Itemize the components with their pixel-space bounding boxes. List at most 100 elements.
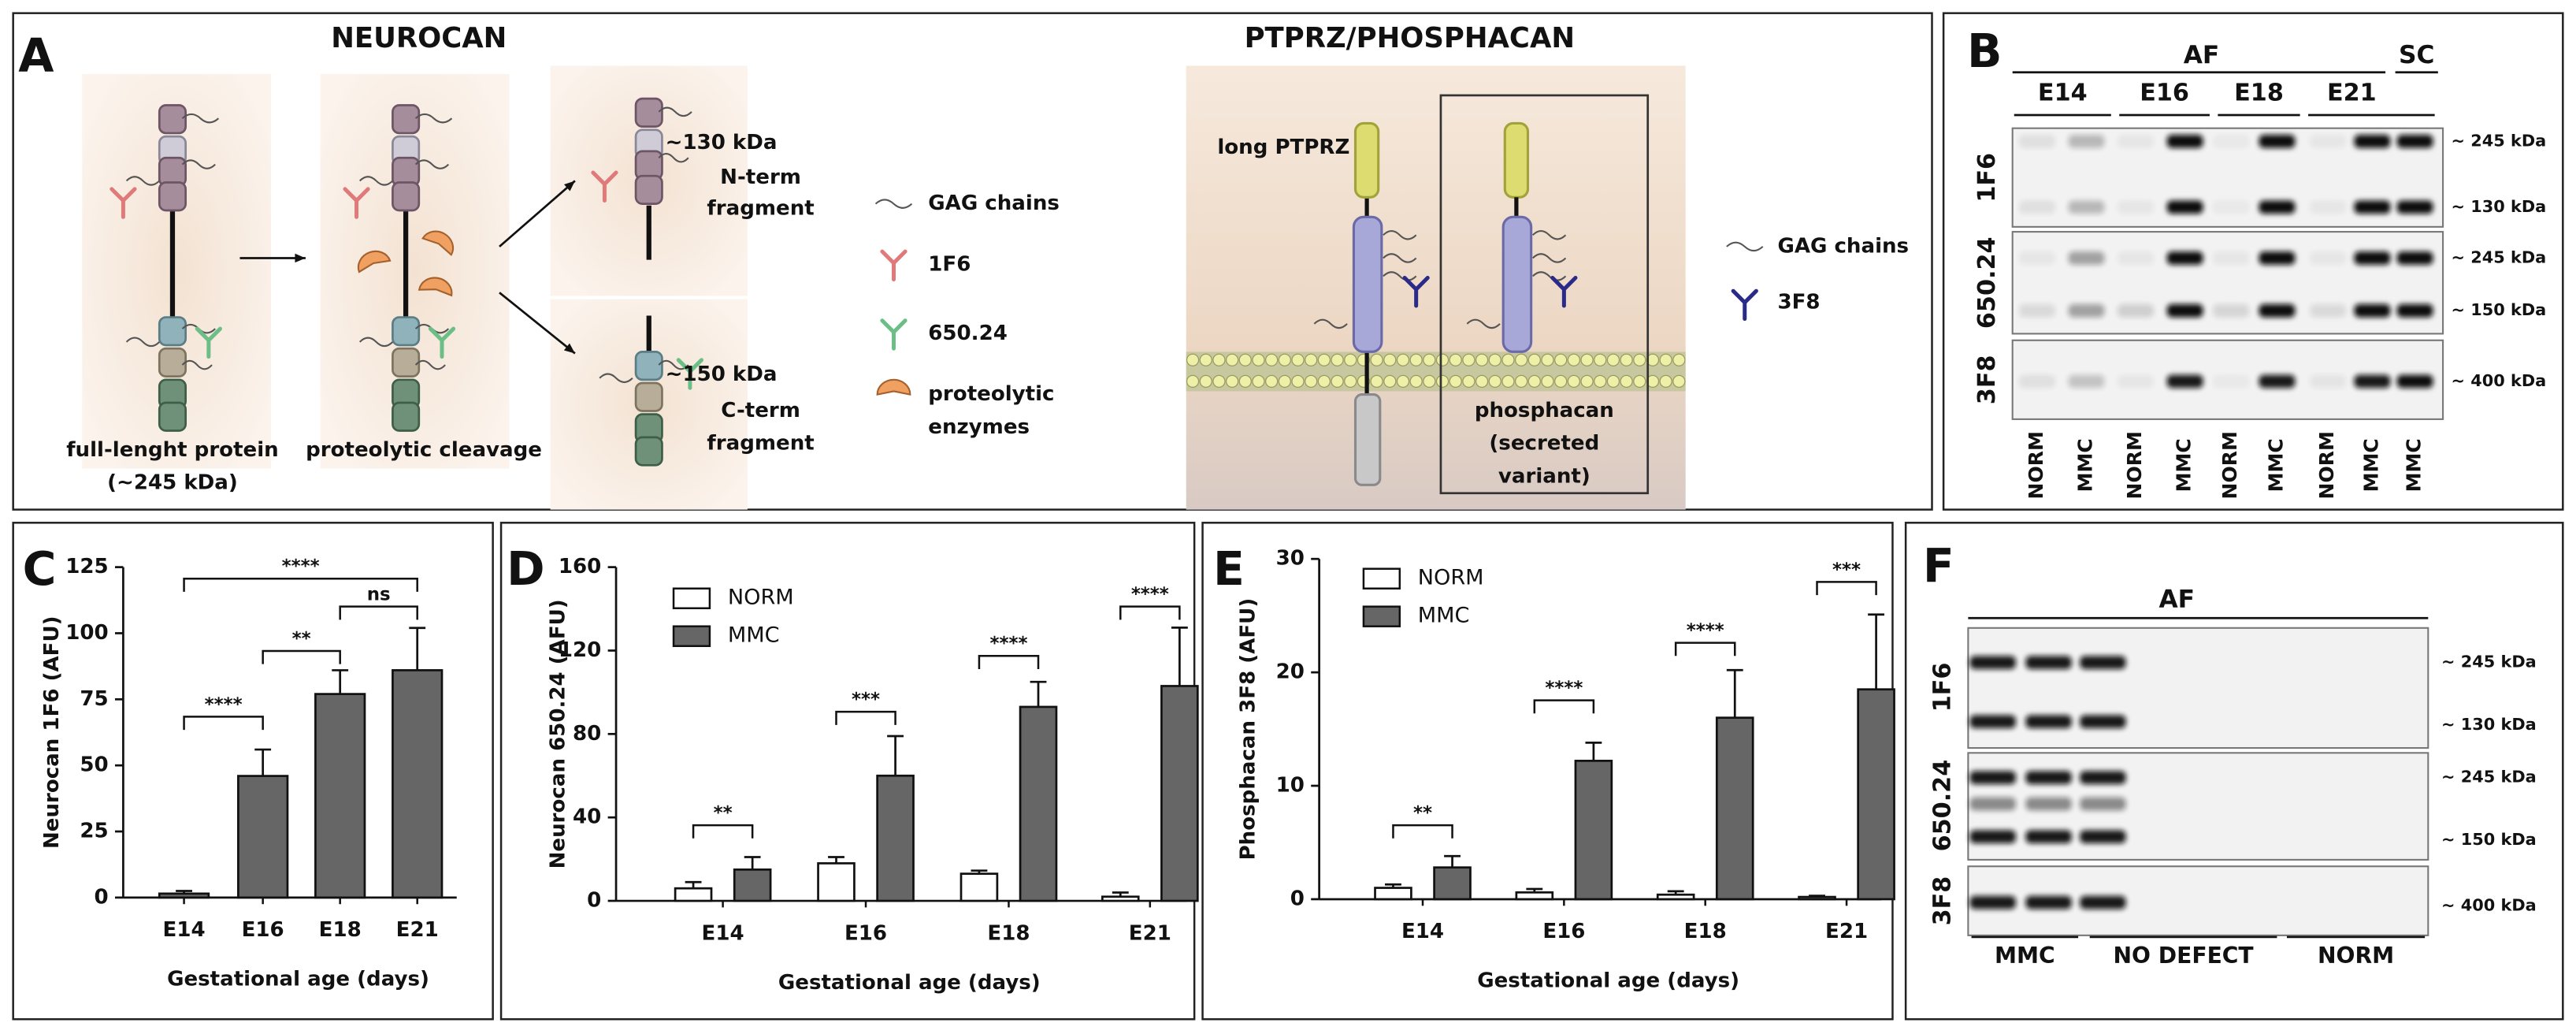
membrane-lipid	[1278, 374, 1291, 389]
membrane-lipid	[1672, 353, 1686, 366]
protein-domain	[1501, 215, 1533, 353]
arrow-head	[563, 343, 575, 354]
label: 3F8	[1973, 355, 2001, 404]
gag-chain	[1383, 271, 1417, 281]
panel-letter: C	[23, 542, 57, 596]
membrane-lipid	[1633, 353, 1646, 366]
legend-swatch	[1362, 605, 1401, 627]
membrane-lipid	[1265, 374, 1279, 389]
membrane-lipid	[1291, 374, 1305, 389]
membrane-lipid	[1620, 374, 1633, 389]
antibody-icon	[591, 170, 618, 203]
band	[2019, 374, 2055, 389]
label: ~150 kDa	[666, 363, 778, 386]
membrane-lipid	[1238, 353, 1252, 366]
membrane-lipid	[1265, 353, 1279, 366]
significance-label: ****	[282, 556, 320, 577]
gag-chain	[414, 159, 450, 169]
membrane-lipid	[1409, 374, 1423, 389]
membrane-lipid	[1541, 353, 1554, 366]
significance-label: ****	[205, 694, 243, 715]
enzyme	[418, 277, 453, 297]
y-tick-label: 40	[573, 805, 601, 829]
label: MMC	[2264, 438, 2287, 492]
band	[2019, 135, 2055, 148]
label: phosphacan	[1475, 399, 1614, 422]
band	[2118, 135, 2155, 148]
membrane-lipid	[1449, 353, 1462, 366]
bar	[1374, 887, 1412, 901]
gag-chain	[874, 199, 913, 209]
band	[2396, 374, 2433, 389]
arrow-head	[295, 253, 306, 263]
background-glow	[1186, 65, 1686, 510]
x-tick-label: E14	[702, 921, 744, 945]
band	[2354, 251, 2391, 265]
protein-domain	[1353, 393, 1382, 486]
membrane-lipid	[1383, 353, 1397, 366]
label: NORM	[2318, 943, 2394, 969]
protein-domain	[392, 347, 421, 378]
x-axis-label: Gestational age (days)	[1477, 969, 1739, 993]
band	[2166, 303, 2203, 318]
label: 650.24	[1929, 760, 1957, 852]
protein-domain	[1353, 121, 1380, 199]
membrane-lipid	[1462, 374, 1475, 389]
band	[2310, 135, 2347, 148]
y-axis-label: Phosphacan 3F8 (AFU)	[1236, 598, 1260, 861]
y-tick-label: 0	[95, 885, 109, 909]
band	[2019, 303, 2055, 318]
bar	[1101, 895, 1140, 902]
label: MMC	[2359, 438, 2382, 492]
membrane-lipid	[1567, 374, 1581, 389]
band	[1969, 771, 2016, 784]
membrane-lipid	[1475, 353, 1489, 366]
gag-chain	[414, 113, 453, 124]
membrane-lipid	[1238, 374, 1252, 389]
band	[2068, 251, 2105, 265]
label: ~ 400 kDa	[2452, 371, 2547, 390]
gag-chain	[358, 176, 394, 186]
membrane-lipid	[1225, 353, 1239, 366]
legend-swatch	[672, 625, 711, 647]
band	[2354, 374, 2391, 389]
y-tick-label: 20	[1276, 660, 1305, 684]
protein-domain	[158, 347, 187, 378]
gag-chain	[1531, 253, 1567, 263]
arrow	[499, 292, 576, 355]
bar	[1019, 705, 1058, 902]
x-tick-label: E21	[1825, 920, 1868, 943]
significance-label: ****	[989, 634, 1027, 654]
membrane-lipid	[1475, 374, 1489, 389]
band	[2166, 200, 2203, 214]
panel-frame	[1942, 12, 2564, 511]
membrane-lipid	[1488, 353, 1501, 366]
significance-bracket	[1816, 581, 1877, 596]
protein-domain	[392, 316, 421, 347]
membrane-lipid	[1527, 374, 1541, 389]
panel-frame	[1904, 522, 2564, 1021]
band	[2025, 830, 2072, 844]
band	[2213, 200, 2249, 214]
x-tick-label: E14	[163, 918, 206, 942]
y-tick-label: 100	[65, 621, 108, 645]
label: MMC	[2403, 438, 2426, 492]
significance-label: **	[714, 803, 733, 824]
label: E21	[2327, 79, 2377, 106]
bar	[1160, 685, 1199, 902]
significance-label: ***	[852, 690, 880, 710]
membrane-lipid	[1331, 353, 1344, 366]
label: (secreted	[1489, 432, 1599, 456]
label: 3F8	[1929, 876, 1957, 926]
membrane-lipid	[1278, 353, 1291, 366]
protein-domain	[1503, 121, 1530, 199]
bar	[158, 892, 210, 899]
membrane-lipid	[1620, 353, 1633, 366]
band	[1969, 830, 2016, 844]
membrane-lipid	[1554, 374, 1568, 389]
membrane-lipid	[1383, 374, 1397, 389]
band	[2080, 715, 2126, 729]
label: NORM	[2315, 431, 2338, 499]
significance-bracket	[835, 710, 896, 725]
